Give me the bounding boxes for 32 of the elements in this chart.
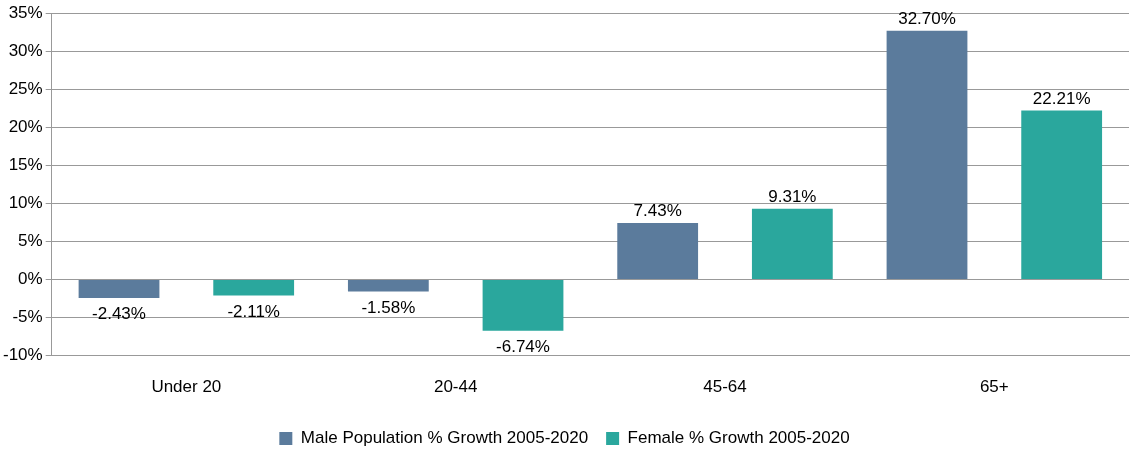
data-label: 9.31% [768,186,817,206]
data-label: -6.74% [496,336,550,356]
bar [78,280,160,298]
y-tick-label: 15% [8,155,43,175]
data-label: -2.43% [92,304,146,324]
x-tick-label: 65+ [979,377,1009,397]
data-label: -2.11% [227,301,280,321]
y-tick-label: 0% [18,269,43,289]
bar [751,208,833,280]
y-tick-label: 25% [8,78,43,98]
bar [617,222,699,280]
data-label: 22.21% [1032,88,1091,108]
y-tick-label: -10% [3,345,43,365]
bar [213,280,295,296]
y-tick-label: 10% [8,193,43,213]
bar [886,30,968,280]
bar [1021,110,1103,280]
y-tick-label: -5% [12,307,43,327]
data-label: 7.43% [633,201,682,221]
data-label: -1.58% [361,297,416,317]
x-tick-label: Under 20 [151,377,222,397]
x-tick-label: 45-64 [703,377,747,397]
y-tick-label: 30% [8,40,43,60]
y-tick-label: 20% [8,117,43,137]
bar [482,280,564,331]
legend-label: Female % Growth 2005-2020 [627,428,850,448]
bar [347,280,429,292]
x-tick-label: 20-44 [433,377,478,397]
legend-label: Male Population % Growth 2005-2020 [300,428,589,448]
y-tick-label: 35% [8,2,43,22]
data-label: 32.70% [898,8,956,28]
y-tick-label: 5% [18,231,43,251]
